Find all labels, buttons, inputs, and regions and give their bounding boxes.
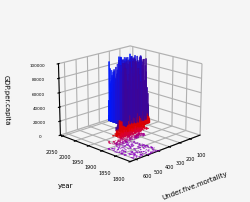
X-axis label: Under.five.mortality: Under.five.mortality — [162, 170, 229, 201]
Y-axis label: year: year — [58, 183, 73, 189]
